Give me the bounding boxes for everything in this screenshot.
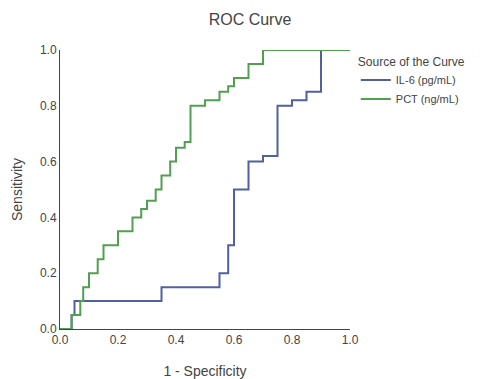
svg-text:1.0: 1.0 [342, 333, 359, 347]
svg-text:Source of the Curve: Source of the Curve [358, 55, 465, 69]
svg-text:IL-6 (pg/mL): IL-6 (pg/mL) [396, 74, 456, 86]
svg-text:0.8: 0.8 [40, 99, 57, 113]
svg-text:1 - Specificity: 1 - Specificity [163, 363, 246, 379]
svg-text:0.0: 0.0 [40, 322, 57, 336]
svg-text:PCT (ng/mL): PCT (ng/mL) [396, 93, 459, 105]
svg-text:0.6: 0.6 [226, 333, 243, 347]
svg-text:Sensitivity: Sensitivity [9, 158, 25, 221]
svg-text:0.8: 0.8 [284, 333, 301, 347]
svg-text:0.6: 0.6 [40, 155, 57, 169]
svg-text:0.4: 0.4 [168, 333, 185, 347]
svg-text:0.0: 0.0 [52, 333, 69, 347]
svg-text:0.2: 0.2 [40, 266, 57, 280]
svg-text:ROC Curve: ROC Curve [209, 11, 292, 28]
svg-text:1.0: 1.0 [40, 43, 57, 57]
svg-text:0.4: 0.4 [40, 211, 57, 225]
svg-text:0.2: 0.2 [110, 333, 127, 347]
